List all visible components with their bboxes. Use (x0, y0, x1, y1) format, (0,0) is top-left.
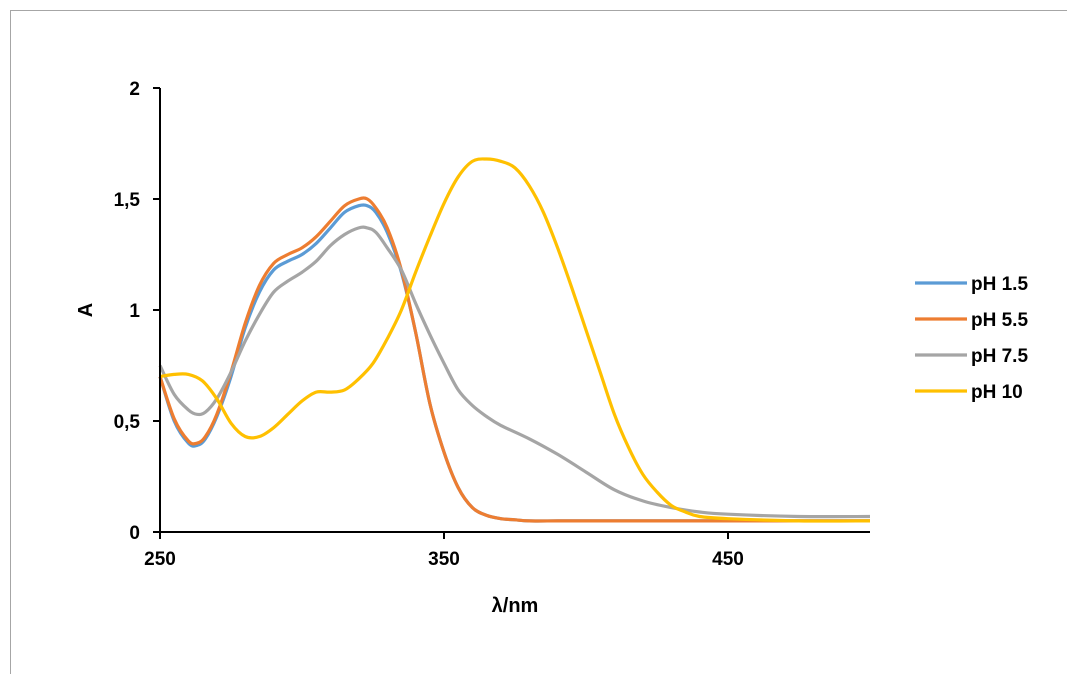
legend-label: pH 5.5 (971, 310, 1028, 331)
series-line-ph-10 (159, 157, 871, 523)
legend-label: pH 7.5 (971, 346, 1028, 367)
y-tick-label: 0,5 (114, 412, 141, 433)
y-tick-label: 1 (129, 301, 140, 322)
series-line-ph-5-5 (158, 196, 871, 523)
y-tick-label: 1,5 (114, 190, 141, 211)
legend: pH 1.5 pH 5.5 pH 7.5 pH 10 (915, 274, 1028, 403)
x-tick-label: 450 (712, 549, 744, 570)
y-tick-label: 0 (129, 523, 140, 544)
y-axis-title: A (75, 303, 97, 317)
y-tick-label: 2 (129, 79, 140, 100)
series-line-ph-1-5 (158, 203, 871, 523)
series-lines (158, 157, 871, 523)
series-line-ph-7-5 (158, 225, 871, 519)
chart-area (10, 10, 1067, 674)
legend-label: pH 1.5 (971, 274, 1028, 295)
axes (159, 88, 870, 533)
x-tick-label: 350 (428, 549, 460, 570)
tick-marks: 0 0,5 1 1,5 2 250 350 450 (114, 79, 744, 570)
x-axis-title: λ/nm (492, 595, 539, 617)
x-tick-label: 250 (144, 549, 176, 570)
legend-label: pH 10 (971, 382, 1023, 403)
